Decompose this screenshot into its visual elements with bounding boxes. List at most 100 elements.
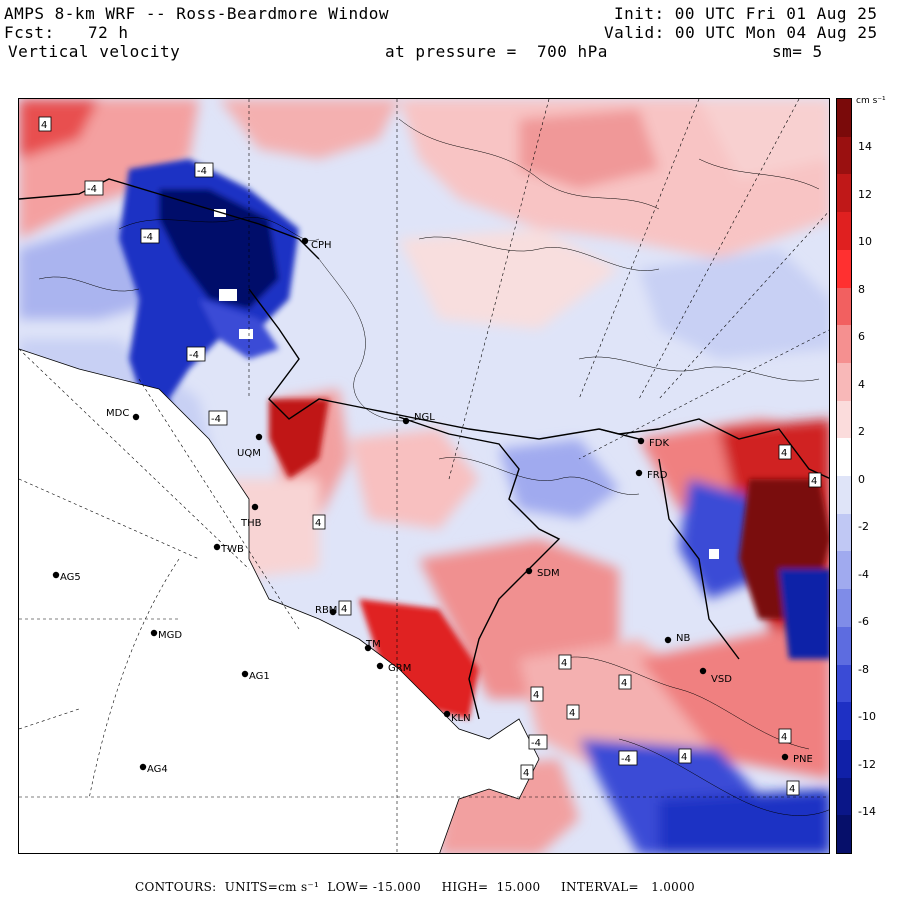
contour-label-text: -4 — [197, 166, 207, 177]
station-label: AG4 — [147, 764, 168, 775]
colorbar-band — [837, 589, 851, 628]
station-dot — [635, 469, 643, 477]
colorbar-tick-label: 6 — [858, 330, 865, 343]
contour-label-text: -4 — [189, 350, 199, 361]
contour-label-text: 4 — [341, 604, 347, 615]
contour-label-box — [140, 228, 160, 244]
station-label: FRD — [647, 470, 668, 481]
coastline-layer — [19, 178, 829, 720]
contour-label-text: 4 — [781, 448, 787, 459]
station-label: UQM — [237, 448, 261, 459]
contour-label-box — [778, 444, 792, 460]
colorbar-tick-label: 12 — [858, 187, 872, 201]
contour-label-text: 4 — [41, 120, 47, 131]
contour-label-box — [520, 764, 534, 780]
station-label: MDC — [106, 408, 129, 419]
graticule-lines — [19, 99, 829, 853]
colorbar-tick-label: -8 — [858, 662, 869, 676]
station-dot — [251, 503, 259, 511]
colorbar-band — [837, 626, 851, 665]
colorbar-band — [837, 99, 851, 138]
station-markers: CPH MDC NGL FDK FRD UQM THB TWB AG5 SDM MGD RBM TM GR… — [52, 237, 813, 775]
colorbar-band — [837, 777, 851, 816]
colorbar-band — [837, 212, 851, 251]
forecast-label: Fcst: — [4, 23, 55, 42]
contour-label-box — [208, 410, 228, 426]
colorbar-band — [837, 702, 851, 741]
station-label: AG1 — [249, 671, 270, 682]
station-label: TWB — [220, 544, 244, 555]
contour-label-text: -4 — [621, 754, 631, 765]
colorbar-tick-label: -10 — [858, 710, 876, 723]
contour-label-text: -4 — [87, 184, 97, 195]
colorbar-units: cm s⁻¹ — [856, 96, 886, 106]
contour-label-box — [808, 472, 822, 488]
colorbar-tick-label: -4 — [858, 567, 869, 581]
station-dot — [52, 571, 60, 579]
field-name: Vertical velocity — [8, 42, 181, 61]
colorbar-band — [837, 249, 851, 288]
contour-label-text: 4 — [681, 752, 687, 763]
station-dot — [664, 636, 672, 644]
station-label: RBM — [315, 605, 337, 616]
contour-label-box — [618, 750, 638, 766]
colorbar-tick-label: 4 — [858, 377, 865, 391]
colorbar-tick-label: 14 — [858, 140, 872, 153]
colorbar-band — [837, 551, 851, 590]
contour-label-text: -4 — [143, 232, 153, 243]
init-time: Init: 00 UTC Fri 01 Aug 25 — [614, 4, 878, 23]
colorbar-band — [837, 174, 851, 213]
station-label: NGL — [414, 412, 435, 423]
data-fill-layer — [19, 99, 829, 853]
contour-label-box — [38, 116, 52, 132]
station-dot — [443, 710, 451, 718]
contour-label-text: 4 — [561, 658, 567, 669]
colorbar-tick-label: 0 — [858, 472, 865, 486]
station-label: FDK — [649, 438, 669, 449]
colorbar-band — [837, 438, 851, 477]
map-panel: CPH MDC NGL FDK FRD UQM THB TWB AG5 SDM MGD RBM TM GR… — [18, 98, 830, 854]
station-label: CPH — [311, 240, 332, 251]
contour-label-box — [530, 686, 544, 702]
colorbar-band — [837, 513, 851, 552]
colorbar-tick-label: -12 — [858, 757, 876, 771]
contour-label-box — [786, 780, 800, 796]
station-dot — [525, 567, 533, 575]
contour-label-text: 4 — [569, 708, 575, 719]
station-dot — [301, 237, 309, 245]
colorbar-band — [837, 739, 851, 779]
contour-info-footer: CONTOURS: UNITS=cm s⁻¹ LOW= -15.000 HIGH… — [135, 880, 695, 894]
colorbar-tick-label: 8 — [858, 282, 865, 296]
contour-label-text: 4 — [811, 476, 817, 487]
station-dot — [150, 629, 158, 637]
contour-label-box — [84, 180, 104, 196]
forecast-hour: 72 h — [88, 23, 129, 42]
station-dot — [241, 670, 249, 678]
station-label: GRM — [388, 663, 411, 674]
colorbar-band — [837, 664, 851, 703]
colorbar-band — [837, 362, 851, 402]
valid-time: Valid: 00 UTC Mon 04 Aug 25 — [604, 23, 878, 42]
station-dot — [132, 413, 140, 421]
station-dot — [329, 608, 337, 616]
station-label: KLN — [451, 713, 471, 724]
contour-label-box — [186, 346, 206, 362]
colorbar-tick-label: 2 — [858, 425, 865, 438]
station-label: TM — [365, 639, 381, 650]
station-label: PNE — [793, 754, 813, 765]
station-label: NB — [676, 633, 690, 644]
colorbar-band — [837, 136, 851, 175]
colorbar-tick-label: 10 — [858, 235, 872, 248]
station-dot — [139, 763, 147, 771]
colorbar-band — [837, 287, 851, 326]
contour-label-box — [312, 514, 326, 530]
station-dot — [699, 667, 707, 675]
contour-label-box — [338, 600, 352, 616]
contour-label-text: 4 — [789, 784, 795, 795]
colorbar-tick-label: -14 — [858, 805, 876, 818]
contour-label-box — [678, 748, 692, 764]
contour-label-box — [566, 704, 580, 720]
station-dot — [376, 662, 384, 670]
contour-label-text: 4 — [523, 768, 529, 779]
contour-label-boxes: 4 -4 -4 -4 -4 -4 4 4 4 4 4 4 -4 4 4 4 -4 4 4 4 — [38, 116, 822, 796]
